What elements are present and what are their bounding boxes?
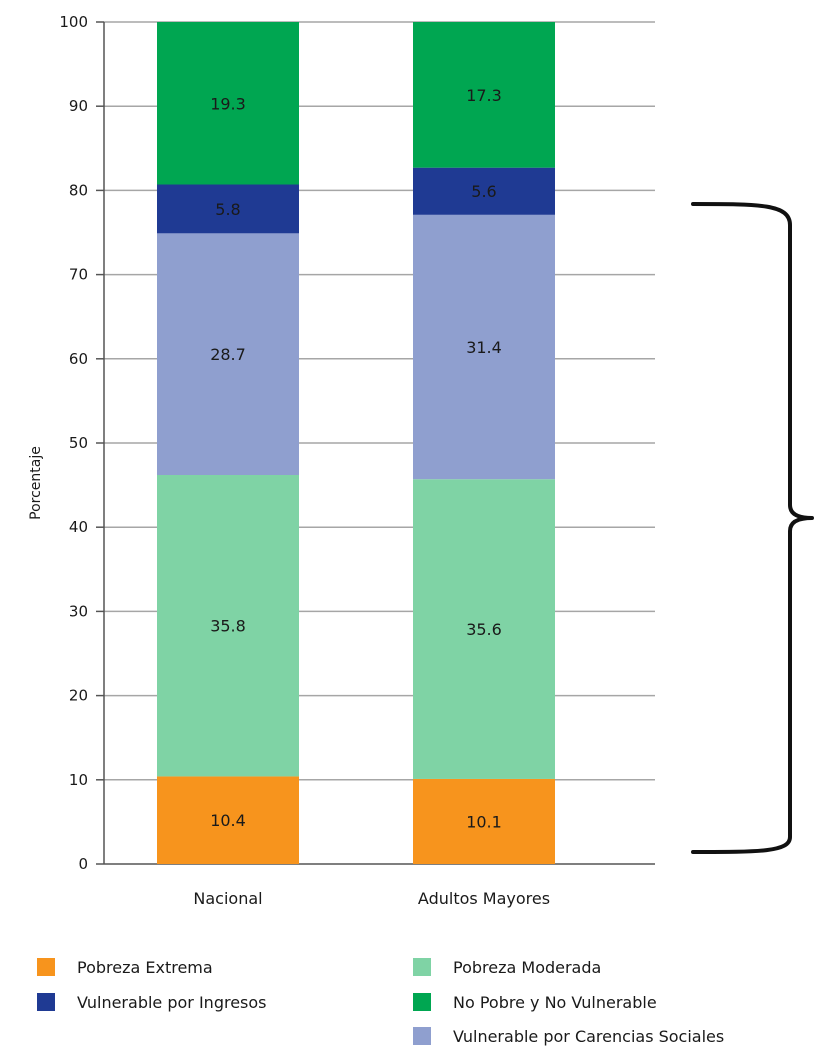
bar-segment: [157, 233, 299, 475]
data-label: 5.8: [215, 200, 240, 219]
bar-segment: [157, 776, 299, 864]
bar-segment: [413, 778, 555, 864]
data-label: 35.8: [210, 617, 246, 636]
y-tick-label: 40: [69, 518, 88, 536]
data-label: 35.6: [466, 620, 502, 639]
data-label: 10.1: [466, 812, 502, 831]
bars: [157, 22, 555, 864]
y-tick-label: 90: [69, 97, 88, 115]
value-labels: 10.4 35.8 28.7 5.8 19.3 10.1 35.6 31.4 5.6 17.3: [210, 86, 502, 832]
y-tick-label: 80: [69, 181, 88, 199]
y-tick-label: 70: [69, 266, 88, 284]
data-label: 5.6: [471, 182, 496, 201]
bar-segment: [413, 479, 555, 779]
bar-segment: [157, 474, 299, 777]
bar-segment: [413, 22, 555, 168]
data-label: 19.3: [210, 94, 246, 113]
bar-segment: [157, 184, 299, 234]
data-label: 17.3: [466, 86, 502, 105]
y-tick-label: 60: [69, 350, 88, 368]
y-tick-label: 50: [69, 434, 88, 452]
y-tick-label: 0: [78, 855, 88, 873]
x-tick-label: Adultos Mayores: [418, 889, 550, 908]
bar-segment: [413, 167, 555, 215]
y-tick-label: 30: [69, 602, 88, 620]
y-tick-label: 100: [59, 13, 88, 31]
bar-segment: [413, 214, 555, 480]
data-label: 31.4: [466, 338, 502, 357]
axes: [96, 21, 655, 865]
data-label: 28.7: [210, 345, 246, 364]
y-tick-label: 10: [69, 771, 88, 789]
x-tick-label: Nacional: [193, 889, 262, 908]
bar-segment: [157, 22, 299, 185]
curly-brace-annotation: [691, 202, 814, 854]
y-tick-label: 20: [69, 687, 88, 705]
data-label: 10.4: [210, 811, 246, 830]
tick-labels: 0 10 20 30 40 50 60 70 80 90 100 Nacional Adultos Ma…: [59, 13, 550, 908]
y-axis-label: Porcentaje: [28, 446, 44, 520]
